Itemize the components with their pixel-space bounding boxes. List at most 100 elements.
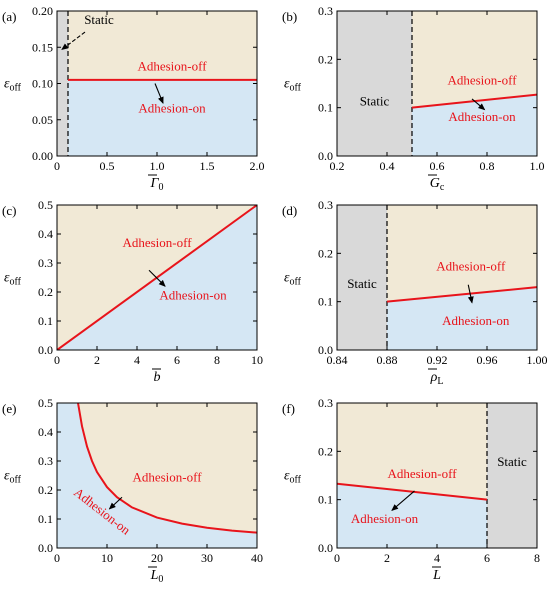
static-region — [487, 403, 537, 548]
x-tick-label: 10 — [251, 353, 263, 367]
x-tick-label: 8 — [534, 551, 540, 565]
adhesion-off-label: Adhesion-off — [447, 72, 517, 87]
x-tick-label: 0.88 — [377, 353, 398, 367]
x-tick-label: 0.5 — [100, 159, 115, 173]
x-tick-label: 20 — [151, 551, 163, 565]
x-tick-label: 4 — [434, 551, 440, 565]
y-tick-label: 0.5 — [38, 396, 53, 410]
y-tick-label: 0.3 — [318, 4, 333, 18]
x-tick-label: 0 — [54, 159, 60, 173]
adhesion-on-label: Adhesion-on — [138, 101, 206, 116]
y-tick-label: 0.3 — [318, 396, 333, 410]
panel-label: (e) — [2, 401, 16, 416]
adhesion-off-label: Adhesion-off — [436, 258, 506, 273]
panel-label: (d) — [282, 203, 297, 218]
panel-label: (a) — [2, 9, 16, 24]
x-tick-label: 0.8 — [480, 159, 495, 173]
x-tick-label: 1.0 — [150, 159, 165, 173]
y-tick-label: 0.1 — [318, 295, 333, 309]
x-tick-label: 0.6 — [430, 159, 445, 173]
plot-area — [337, 403, 537, 548]
x-tick-label: 1.0 — [530, 159, 545, 173]
y-axis-label: εoff — [284, 469, 302, 486]
phase-boundary-line — [77, 403, 257, 534]
y-tick-label: 0.1 — [318, 493, 333, 507]
y-axis-label: εoff — [284, 271, 302, 288]
x-tick-label: 8 — [214, 353, 220, 367]
x-tick-label: 4 — [134, 353, 140, 367]
y-tick-label: 0.2 — [38, 285, 53, 299]
chart-panel-f: 0 2 4 6 8 0.0 0.1 0.2 0.3 (f) εoff L Adhesion-off Adh… — [282, 396, 540, 583]
static-region — [57, 11, 68, 156]
transition-arrow — [148, 269, 166, 287]
y-axis-label: εoff — [4, 469, 22, 486]
x-tick-label: 1.00 — [527, 353, 548, 367]
y-tick-label: 0.0 — [38, 541, 53, 555]
y-tick-label: 0.3 — [38, 454, 53, 468]
x-tick-label: 6 — [174, 353, 180, 367]
adhesion-off-label: Adhesion-off — [387, 466, 457, 481]
static-label: Static — [84, 12, 114, 27]
x-tick-label: 40 — [251, 551, 263, 565]
x-tick-label: 2 — [384, 551, 390, 565]
adhesion-on-region — [412, 94, 537, 156]
chart-panel-d: 0.84 0.88 0.92 0.96 1.00 0.0 0.1 0.2 0.3 (d) εoff ρ… — [282, 198, 548, 387]
y-tick-label: 0.0 — [318, 541, 333, 555]
static-pointer-arrow — [61, 31, 86, 51]
static-label: Static — [360, 94, 390, 109]
x-axis-label: L0 — [150, 568, 164, 585]
plot-area — [337, 205, 537, 350]
x-tick-label: 0.96 — [477, 353, 498, 367]
y-axis-label: εoff — [284, 77, 302, 94]
chart-panel-e: 0 10 20 30 40 0.0 0.1 0.2 0.3 0.4 0.5 (e) εoff L0 Adhe… — [2, 396, 263, 585]
y-tick-label: 0.4 — [38, 425, 53, 439]
x-tick-label: 0 — [54, 353, 60, 367]
y-tick-label: 0.20 — [32, 4, 53, 18]
chart-panel-c: 0 2 4 6 8 10 0.0 0.1 0.2 0.3 0.4 0.5 (c) εoff b Adhesio… — [2, 198, 263, 385]
adhesion-on-label: Adhesion-on — [159, 287, 227, 302]
y-tick-label: 0.1 — [38, 314, 53, 328]
x-axis-label: Gc — [430, 176, 445, 193]
x-tick-label: 2 — [94, 353, 100, 367]
y-axis-label: εoff — [4, 271, 22, 288]
plot-area — [337, 11, 537, 156]
static-region — [337, 205, 387, 350]
y-tick-label: 0.5 — [38, 198, 53, 212]
y-tick-label: 0.0 — [318, 149, 333, 163]
x-tick-label: 2.0 — [250, 159, 265, 173]
adhesion-on-region — [68, 79, 257, 156]
x-axis-label: Γ0 — [150, 176, 164, 193]
plot-area — [57, 11, 257, 156]
x-tick-label: 0.4 — [380, 159, 395, 173]
adhesion-on-region — [387, 287, 537, 350]
x-tick-label: 0 — [54, 551, 60, 565]
y-tick-label: 0.0 — [38, 343, 53, 357]
panel-label: (f) — [282, 401, 295, 416]
adhesion-off-label: Adhesion-off — [132, 469, 202, 484]
y-tick-label: 0.2 — [38, 483, 53, 497]
y-tick-label: 0.1 — [38, 512, 53, 526]
y-tick-label: 0.0 — [318, 343, 333, 357]
y-tick-label: 0.05 — [32, 113, 53, 127]
x-tick-label: 10 — [101, 551, 113, 565]
phase-boundary-line — [337, 482, 488, 501]
x-axis-label: ρL — [430, 370, 444, 387]
x-tick-label: 0.84 — [327, 353, 348, 367]
y-tick-label: 0.10 — [32, 77, 53, 91]
x-tick-label: 30 — [201, 551, 213, 565]
y-tick-label: 0.1 — [318, 101, 333, 115]
transition-arrow — [471, 98, 486, 111]
adhesion-on-label: Adhesion-on — [448, 109, 516, 124]
adhesion-off-label: Adhesion-off — [137, 58, 207, 73]
adhesion-off-label: Adhesion-off — [122, 235, 192, 250]
x-axis-label: b — [154, 370, 161, 385]
phase-boundary-line — [386, 286, 537, 303]
y-tick-label: 0.15 — [32, 40, 53, 54]
y-tick-label: 0.00 — [32, 149, 53, 163]
x-axis-label: L — [432, 568, 441, 583]
plot-area — [57, 403, 257, 548]
adhesion-on-region — [337, 483, 487, 548]
transition-arrow — [391, 490, 415, 511]
x-tick-label: 0.92 — [427, 353, 448, 367]
